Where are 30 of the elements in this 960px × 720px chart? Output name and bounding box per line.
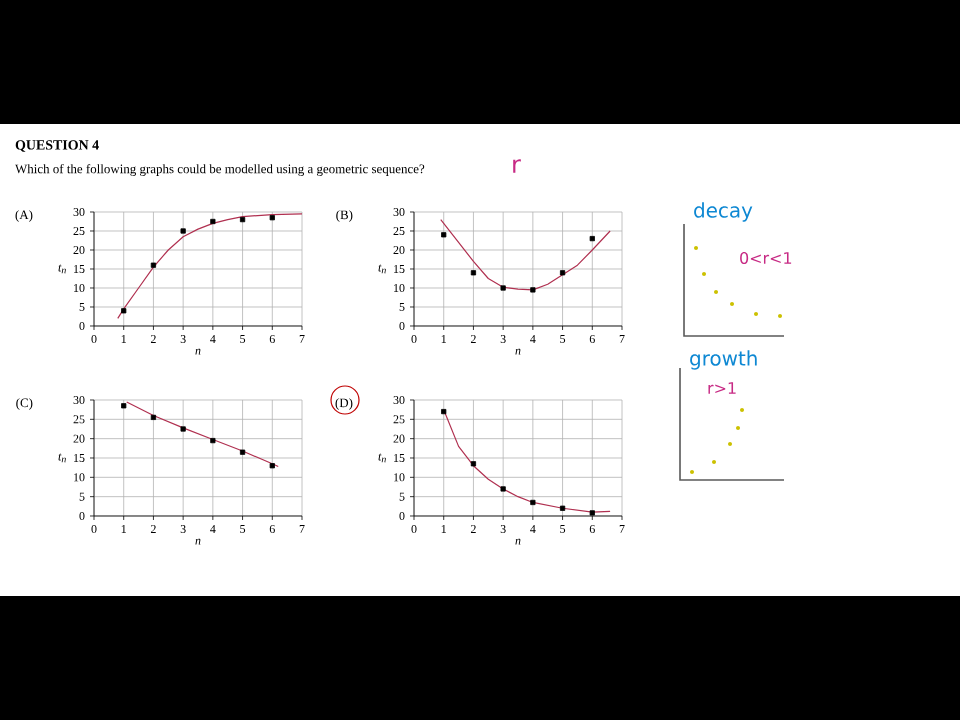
point: [441, 409, 447, 415]
point: [121, 403, 127, 409]
line-series: [440, 218, 611, 291]
point: [150, 262, 157, 268]
point: [180, 426, 186, 432]
point: [589, 235, 595, 242]
point: [470, 270, 477, 276]
point: [269, 215, 275, 221]
point: [589, 510, 595, 516]
point: [470, 461, 477, 467]
point: [121, 308, 127, 314]
line-series: [443, 409, 611, 513]
point: [210, 218, 216, 225]
point: [269, 463, 275, 469]
point: [530, 499, 536, 506]
line-series: [117, 213, 303, 319]
point: [180, 228, 186, 234]
text: r: [513, 159, 521, 173]
text: growth: [690, 350, 757, 370]
point: [239, 216, 246, 223]
text: decay: [694, 202, 753, 222]
point: [441, 232, 447, 238]
point: [500, 486, 506, 492]
point: [150, 414, 157, 420]
point: [500, 285, 506, 291]
point: [530, 287, 536, 293]
point: [559, 270, 566, 276]
point: [239, 449, 246, 455]
point: [210, 438, 216, 444]
point: [559, 505, 566, 511]
